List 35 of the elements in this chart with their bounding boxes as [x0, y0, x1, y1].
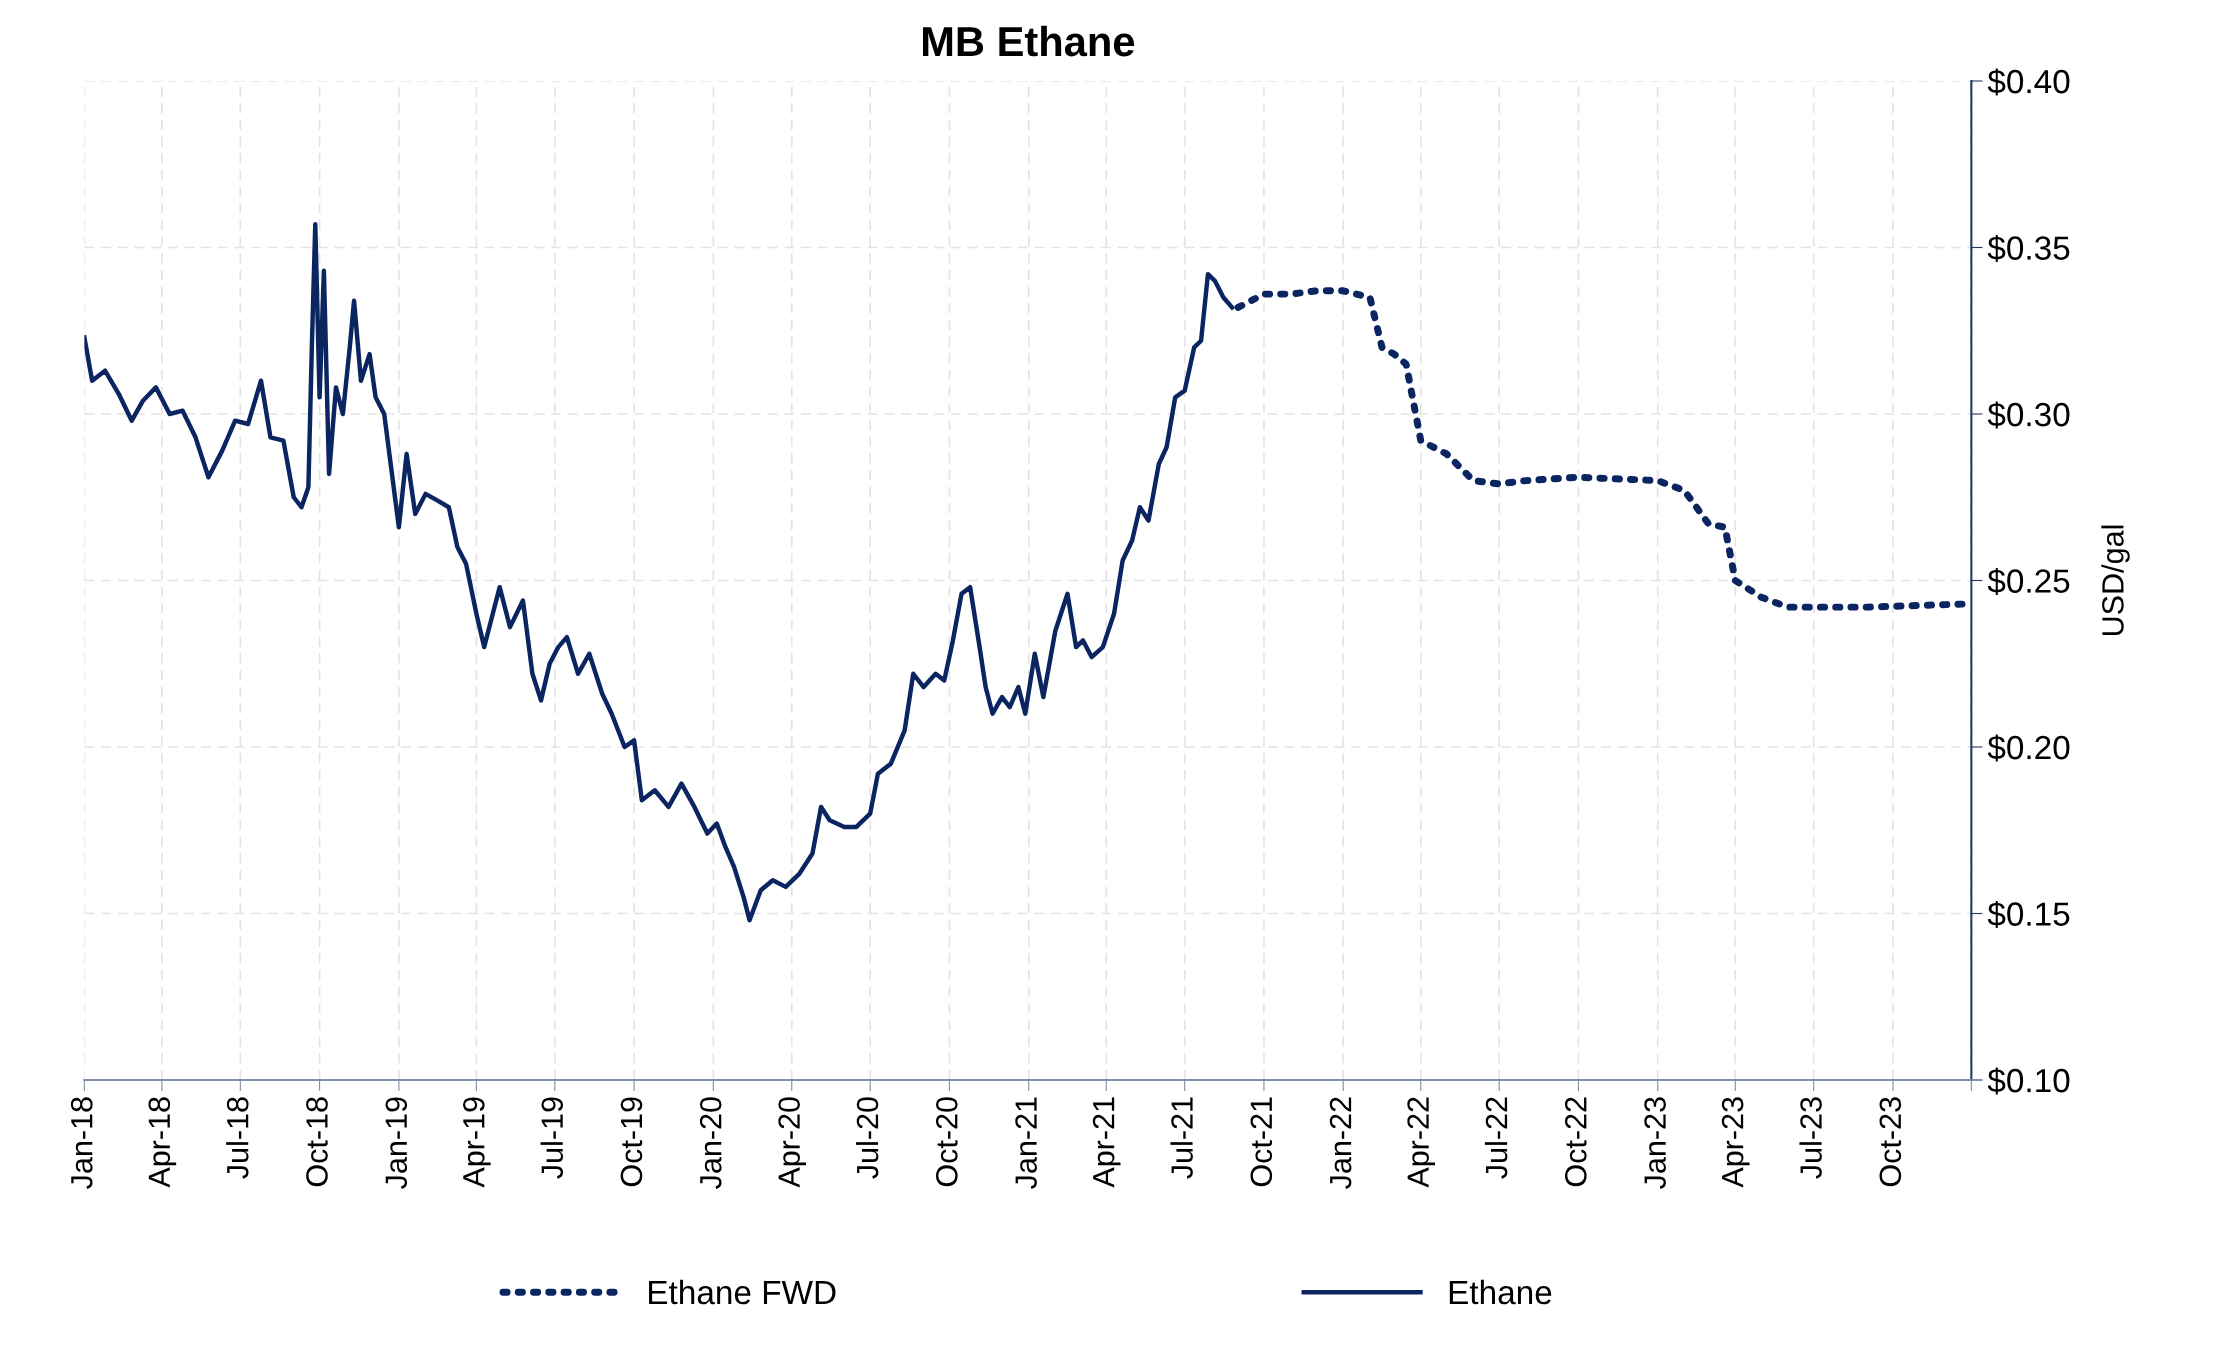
y-tick-label: $0.30	[1987, 401, 2070, 429]
y-tick-label: $0.15	[1987, 900, 2070, 928]
x-tick-label: Jul-22	[1484, 1097, 1508, 1179]
chart-title: MB Ethane	[923, 25, 1135, 57]
x-tick-label: Jan-23	[1644, 1097, 1666, 1189]
x-tick-label: Oct-22	[1565, 1097, 1587, 1187]
y-tick-label: $0.25	[1987, 567, 2070, 595]
x-tick-label: Jul-21	[1170, 1097, 1193, 1179]
x-tick-label: Jul-19	[540, 1097, 564, 1179]
x-tick-label: Apr-22	[1407, 1097, 1436, 1188]
y-axis-title: USD/gal	[2101, 525, 2130, 636]
y-tick-label: $0.10	[1987, 1067, 2070, 1095]
x-tick-label: Oct-23	[1879, 1097, 1902, 1187]
x-tick-label: Jan-21	[1015, 1097, 1037, 1189]
legend-label: Ethane FWD	[649, 1279, 836, 1305]
x-tick-label: Oct-21	[1250, 1097, 1273, 1187]
x-tick-label: Oct-19	[620, 1097, 643, 1187]
x-tick-label: Apr-18	[148, 1097, 177, 1188]
x-tick-label: Jan-18	[70, 1097, 93, 1189]
x-tick-label: Jan-19	[385, 1097, 408, 1189]
x-tick-label: Apr-23	[1721, 1097, 1750, 1188]
x-tick-label: Jul-23	[1799, 1097, 1822, 1179]
y-tick-label: $0.35	[1987, 234, 2070, 262]
y-tick-label: $0.20	[1987, 734, 2070, 762]
x-tick-label: Jul-18	[226, 1097, 249, 1179]
x-tick-label: Jan-22	[1329, 1097, 1352, 1189]
x-tick-label: Jan-20	[699, 1097, 722, 1189]
x-tick-label: Apr-21	[1092, 1097, 1121, 1188]
x-tick-label: Apr-20	[778, 1097, 807, 1188]
legend-label: Ethane	[1449, 1279, 1552, 1305]
x-tick-label: Apr-19	[462, 1097, 491, 1188]
x-tick-label: Oct-18	[306, 1097, 328, 1187]
x-tick-label: Jul-20	[855, 1097, 879, 1179]
y-tick-label: $0.40	[1987, 68, 2070, 96]
x-tick-label: Oct-20	[936, 1097, 958, 1187]
